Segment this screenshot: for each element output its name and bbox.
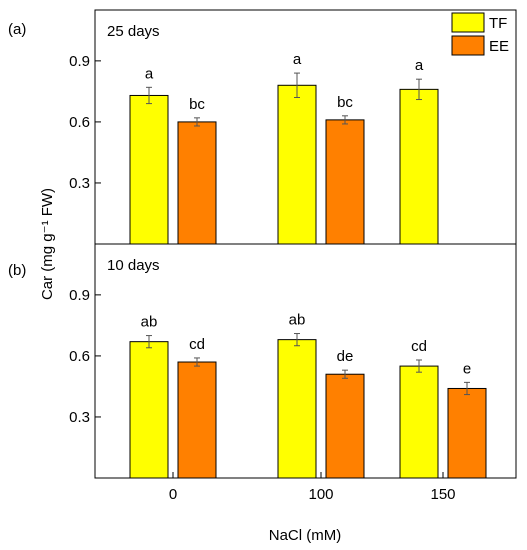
panel-a-bar-tf-150 [399,88,439,245]
legend: TF EE [451,12,509,56]
panel-a-title: 25 days [107,23,160,40]
panel-a-label: (a) [8,21,26,38]
panel-a-y-tick-label: 0.3 [69,175,90,192]
panel-a-significance-letter: a [415,57,424,74]
legend-label-ee: EE [489,38,509,55]
x-tick-label: 150 [430,486,455,503]
panel-b-significance-letter: cd [411,338,427,355]
y-axis-label: Car (mg g⁻¹ FW) [39,188,56,300]
panel-b-bar-ee-150 [447,387,487,479]
panel-b-title: 10 days [107,257,160,274]
panel-b-significance-letter: cd [189,336,205,353]
legend-swatch-tf [451,12,485,33]
panel-a: (a) 25 days 0.3 0.6 0.9 a a a bc bc [8,9,517,245]
panel-a-significance-letter: bc [189,96,205,113]
panel-b-bar-tf-150 [399,365,439,479]
panel-b-bar-tf-0 [129,341,169,479]
legend-swatch-ee [451,35,485,56]
panel-b-y-ticks: 0.3 0.6 0.9 [69,287,101,426]
panel-a-significance-letter: a [293,51,302,68]
panel-b-significance-letter: ab [289,312,306,329]
panel-b-significance-letter: e [463,360,471,377]
x-axis-ticks: 0 100 150 [169,472,456,503]
panel-a-bar-ee-0 [177,121,217,245]
panel-a-significance-letter: a [145,65,154,82]
panel-a-y-tick-label: 0.9 [69,53,90,70]
x-tick-label: 0 [169,486,177,503]
panel-a-significance-letter: bc [337,94,353,111]
panel-a-y-tick-label: 0.6 [69,114,90,131]
panel-b-bar-ee-0 [177,361,217,479]
x-axis-label: NaCl (mM) [269,527,342,544]
panel-b-y-tick-label: 0.3 [69,409,90,426]
panel-b-bars: ab ab cd cd de e [129,312,487,479]
panel-b-y-tick-label: 0.6 [69,348,90,365]
panel-b-y-tick-label: 0.9 [69,287,90,304]
panel-b: (b) 10 days 0.3 0.6 0.9 ab ab cd cd de e [8,243,517,479]
panel-a-bars: a a a bc bc [129,51,439,245]
panel-b-significance-letter: ab [141,314,158,331]
panel-a-bar-tf-100 [277,84,317,245]
panel-a-bar-ee-100 [325,119,365,245]
panel-a-bar-tf-0 [129,94,169,245]
panel-b-significance-letter: de [337,348,354,365]
panel-b-bar-ee-100 [325,373,365,479]
legend-label-tf: TF [489,15,507,32]
panel-b-bar-tf-100 [277,339,317,479]
panel-a-y-ticks: 0.3 0.6 0.9 [69,53,101,192]
x-tick-label: 100 [308,486,333,503]
panel-b-label: (b) [8,262,26,279]
